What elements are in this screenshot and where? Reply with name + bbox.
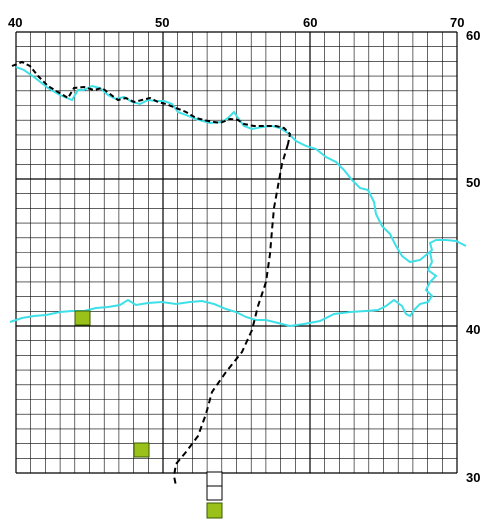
boundary-line-south xyxy=(172,143,289,487)
empty-box-icon xyxy=(206,485,223,501)
x-label-60: 60 xyxy=(303,15,317,30)
grid-lines xyxy=(15,31,458,474)
y-label-40: 40 xyxy=(466,322,480,337)
y-label-30: 30 xyxy=(466,470,480,485)
x-label-50: 50 xyxy=(155,15,169,30)
marker-square xyxy=(74,310,91,326)
filled-green-box-icon xyxy=(206,502,223,519)
boundary-line-north xyxy=(11,60,292,145)
coastline-line xyxy=(15,66,467,264)
coastline-loop-east xyxy=(9,251,438,328)
empty-box-icon xyxy=(206,471,223,487)
x-label-70: 70 xyxy=(450,15,464,30)
y-label-60: 60 xyxy=(466,28,480,43)
x-label-40: 40 xyxy=(8,15,22,30)
y-label-50: 50 xyxy=(466,175,480,190)
marker-square xyxy=(133,442,150,458)
